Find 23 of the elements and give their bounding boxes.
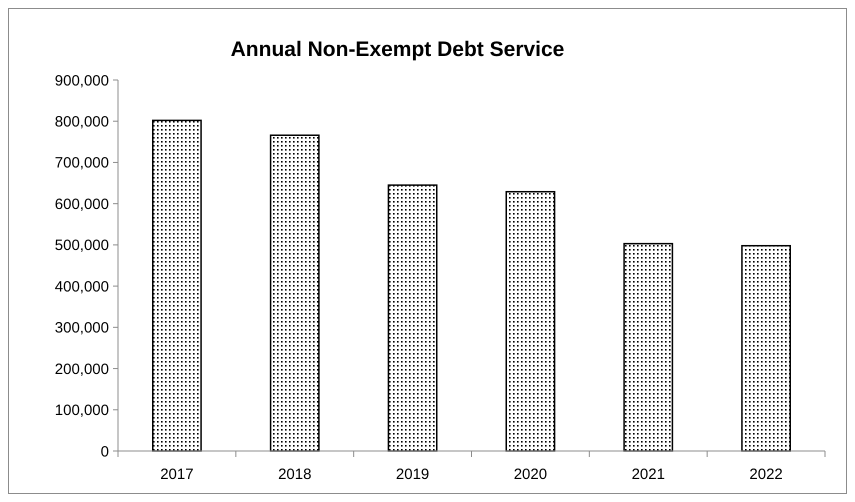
x-tick-label: 2019 — [396, 466, 430, 483]
y-tick-label: 100,000 — [54, 402, 109, 420]
bar — [506, 190, 556, 452]
y-tick-label: 300,000 — [54, 320, 109, 337]
bar — [623, 242, 674, 452]
y-tick-label: 700,000 — [54, 154, 109, 172]
y-tick-label: 200,000 — [54, 360, 109, 378]
x-tick-label: 2022 — [749, 466, 783, 483]
x-tick-label: 2017 — [160, 466, 194, 483]
y-tick-label: 900,000 — [54, 72, 109, 90]
x-tick-label: 2018 — [278, 466, 312, 483]
chart-title: Annual Non-Exempt Debt Service — [230, 38, 564, 61]
y-tick-label: 500,000 — [54, 237, 109, 254]
bar — [741, 244, 791, 452]
bar — [152, 120, 202, 452]
y-tick-label: 600,000 — [54, 196, 109, 213]
x-tick-label: 2020 — [514, 466, 548, 483]
y-tick-label: 400,000 — [54, 278, 109, 296]
bar — [388, 184, 438, 452]
y-tick-label: 0 — [100, 443, 109, 460]
x-tick-label: 2021 — [632, 466, 665, 483]
bar — [270, 134, 320, 452]
y-tick-label: 800,000 — [54, 113, 109, 130]
